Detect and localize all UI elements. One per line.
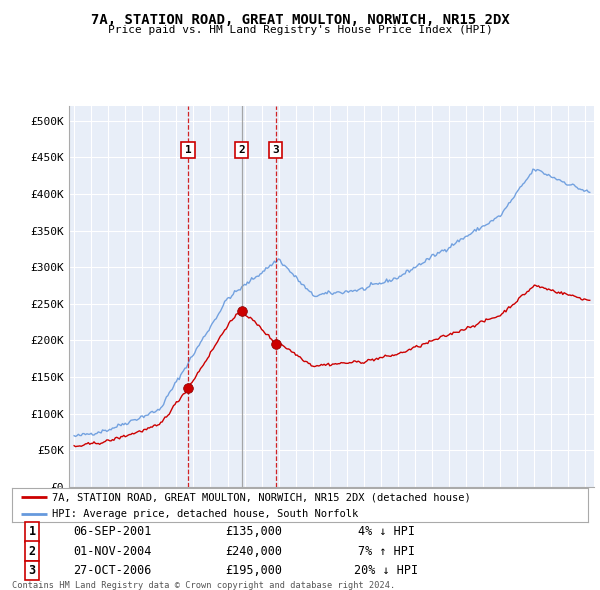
Text: 2: 2 — [29, 545, 36, 558]
Text: 20% ↓ HPI: 20% ↓ HPI — [355, 564, 418, 577]
Text: £135,000: £135,000 — [226, 525, 283, 538]
Text: 7A, STATION ROAD, GREAT MOULTON, NORWICH, NR15 2DX: 7A, STATION ROAD, GREAT MOULTON, NORWICH… — [91, 13, 509, 27]
Text: 7% ↑ HPI: 7% ↑ HPI — [358, 545, 415, 558]
Text: 27-OCT-2006: 27-OCT-2006 — [74, 564, 152, 577]
Text: HPI: Average price, detached house, South Norfolk: HPI: Average price, detached house, Sout… — [52, 509, 359, 519]
Text: 7A, STATION ROAD, GREAT MOULTON, NORWICH, NR15 2DX (detached house): 7A, STATION ROAD, GREAT MOULTON, NORWICH… — [52, 492, 471, 502]
Text: £195,000: £195,000 — [226, 564, 283, 577]
Text: 1: 1 — [29, 525, 36, 538]
Text: 06-SEP-2001: 06-SEP-2001 — [74, 525, 152, 538]
Text: 01-NOV-2004: 01-NOV-2004 — [74, 545, 152, 558]
Text: 3: 3 — [29, 564, 36, 577]
Text: £240,000: £240,000 — [226, 545, 283, 558]
Text: 1: 1 — [185, 145, 191, 155]
Text: 3: 3 — [272, 145, 279, 155]
Text: 2: 2 — [238, 145, 245, 155]
Text: 4% ↓ HPI: 4% ↓ HPI — [358, 525, 415, 538]
Text: Price paid vs. HM Land Registry's House Price Index (HPI): Price paid vs. HM Land Registry's House … — [107, 25, 493, 35]
Text: Contains HM Land Registry data © Crown copyright and database right 2024.: Contains HM Land Registry data © Crown c… — [12, 581, 395, 589]
